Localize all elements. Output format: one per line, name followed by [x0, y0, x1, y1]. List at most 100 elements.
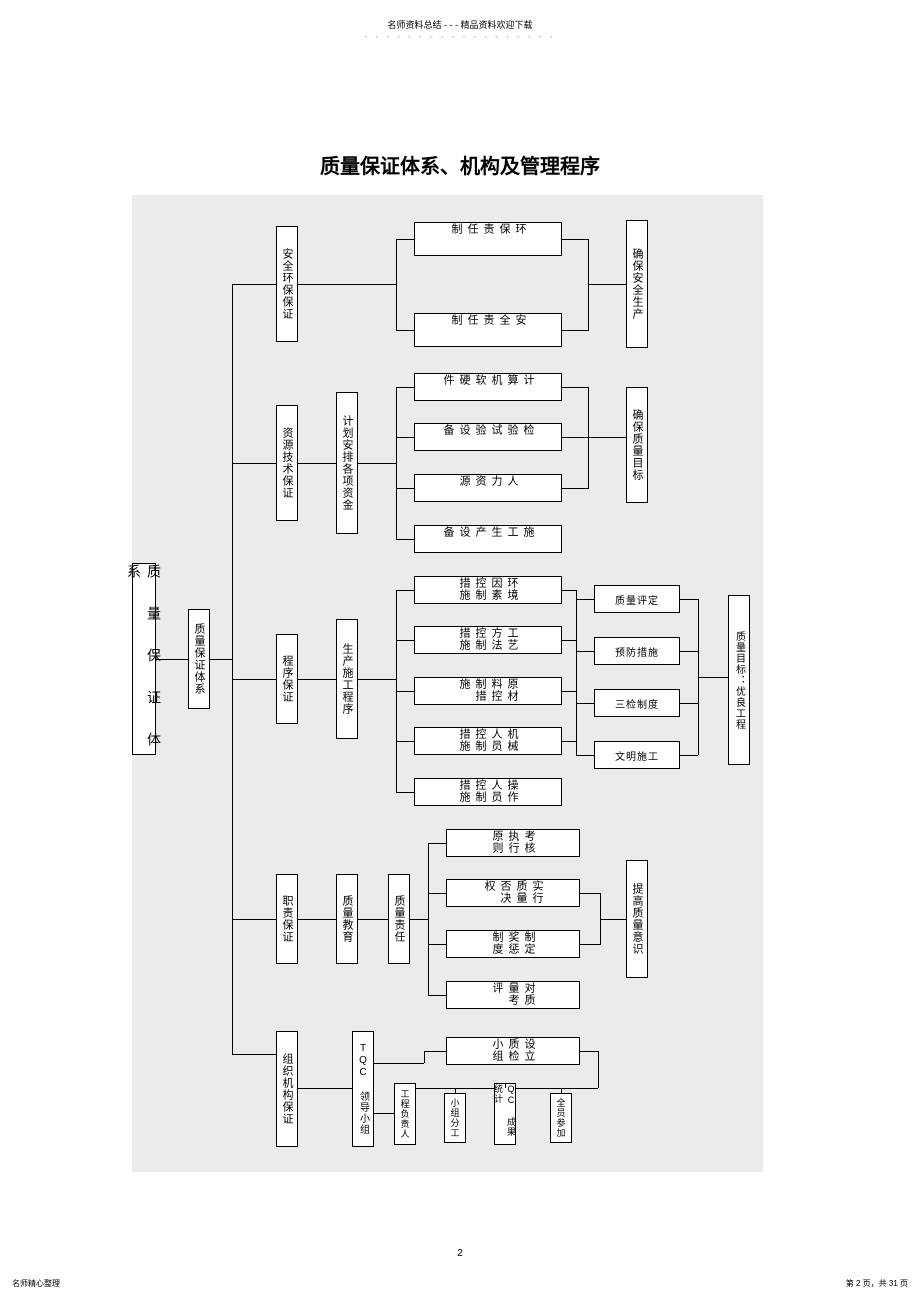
page-number: 2	[457, 1248, 463, 1259]
b5-bot4: 全员参加	[550, 1093, 572, 1143]
b4-vert	[428, 843, 429, 995]
b3-mr4	[576, 755, 594, 756]
b5-res-h	[580, 1051, 598, 1052]
b5-out	[298, 1088, 352, 1089]
b3-mid4: 文明施工	[594, 741, 680, 769]
b5-bot1: 工程负责人	[394, 1083, 416, 1145]
b1-res-v	[588, 239, 589, 331]
b3-mid-v	[576, 590, 577, 755]
b1-item1: 环 保 责 任 制	[414, 222, 562, 256]
b1-label: 安全环保保证	[276, 226, 298, 342]
b3-item3: 原材料控制措施	[414, 677, 562, 705]
b2-res-h3	[562, 488, 588, 489]
b3-mid3: 三检制度	[594, 689, 680, 717]
b1-i2	[396, 330, 414, 331]
b3-h	[232, 679, 276, 680]
b5-res-v2	[598, 1051, 599, 1088]
b4-i3	[428, 944, 446, 945]
b2-res-out	[588, 437, 626, 438]
b3-item2: 工艺方法控制措施	[414, 626, 562, 654]
b4-res-out	[600, 919, 626, 920]
b4-label: 职责保证	[276, 874, 298, 964]
b1-vert	[396, 239, 397, 331]
footer-right: 第 2 页，共 31 页	[846, 1278, 908, 1289]
b5-label: 组织机构保证	[276, 1031, 298, 1147]
b3-mid-h2	[562, 640, 576, 641]
b3-sub: 生产施工程序	[336, 619, 358, 739]
b4-item4: 对质量考评	[446, 981, 580, 1009]
b2-vert	[396, 387, 397, 539]
b2-i1	[396, 387, 414, 388]
b2-item1: 计 算 机 软 硬 件	[414, 373, 562, 401]
b4-res-h2	[580, 944, 600, 945]
level2-box: 质量保证体系	[188, 609, 210, 709]
b1-res-h1	[562, 239, 588, 240]
b4-item3: 制定奖惩制度	[446, 930, 580, 958]
b1-h	[232, 284, 276, 285]
b3-mid-h3	[562, 691, 576, 692]
b3-mid-h1	[562, 590, 576, 591]
b2-item4: 施 工 生 产 设 备	[414, 525, 562, 553]
b3-item4: 机械人员控制措施	[414, 727, 562, 755]
b5-bv1	[455, 1088, 456, 1093]
b2-item3: 人 力 资 源	[414, 474, 562, 502]
b2-i4	[396, 539, 414, 540]
b3-mr3	[576, 703, 594, 704]
page-title: 质量保证体系、机构及管理程序	[320, 150, 600, 179]
diagram-container: 质 量 保 证 体 系 质量保证体系 安全环保保证 环 保 责 任 制 安 全 …	[132, 195, 763, 1172]
b3-res-h3	[680, 703, 698, 704]
b3-res-out	[698, 677, 728, 678]
b5-bv3	[561, 1088, 562, 1093]
b4-i1	[428, 843, 446, 844]
b3-out2	[358, 679, 396, 680]
b2-res-h1	[562, 387, 588, 388]
b2-out2	[358, 463, 396, 464]
root-box: 质 量 保 证 体 系	[132, 563, 156, 755]
b3-mid2: 预防措施	[594, 637, 680, 665]
b3-mr1	[576, 599, 594, 600]
b5-vert-top	[424, 1051, 425, 1063]
b2-sub: 计划安排各项资金	[336, 392, 358, 534]
b1-res-h2	[562, 330, 588, 331]
b1-out	[298, 284, 396, 285]
b3-out	[298, 679, 336, 680]
trunk	[232, 284, 233, 1054]
b1-item2: 安 全 责 任 制	[414, 313, 562, 347]
b3-res-h2	[680, 651, 698, 652]
b1-result: 确保安全生产	[626, 220, 648, 348]
b3-item1: 环境因素控制措施	[414, 576, 562, 604]
b3-i3	[396, 691, 414, 692]
b4-sub: 质量教育	[336, 874, 358, 964]
b4-sub2: 质量责任	[388, 874, 410, 964]
b4-out3	[410, 919, 428, 920]
b1-res-out	[588, 284, 626, 285]
b5-bot2: 小组分工	[444, 1093, 466, 1143]
b5-sub: TQC 领导小组	[352, 1031, 374, 1147]
b5-bv2	[505, 1083, 506, 1088]
b3-mid-h4	[562, 741, 576, 742]
b2-item2: 检 验 试 验 设 备	[414, 423, 562, 451]
b5-out2	[374, 1063, 424, 1064]
conn	[156, 659, 188, 660]
b2-out	[298, 463, 336, 464]
b3-i2	[396, 640, 414, 641]
b3-mid1: 质量评定	[594, 585, 680, 613]
b3-i1	[396, 590, 414, 591]
b4-h	[232, 919, 276, 920]
b3-mr2	[576, 651, 594, 652]
b2-label: 资源技术保证	[276, 405, 298, 521]
b4-i2	[428, 893, 446, 894]
b5-bot3: QC 成果统计	[494, 1083, 516, 1145]
b3-result: 质量目标：优良工程	[728, 595, 750, 765]
b2-i3	[396, 488, 414, 489]
b4-item2: 实行质量否决权	[446, 879, 580, 907]
b4-i4	[428, 995, 446, 996]
b2-result: 确保质量目标	[626, 387, 648, 503]
b2-res-h2	[562, 437, 588, 438]
b4-out2	[358, 919, 388, 920]
b4-res-h1	[580, 893, 600, 894]
b5-h	[232, 1054, 276, 1055]
b1-i1	[396, 239, 414, 240]
b3-item5: 操作人员控制措施	[414, 778, 562, 806]
footer-left: 名师精心整理	[12, 1278, 60, 1289]
